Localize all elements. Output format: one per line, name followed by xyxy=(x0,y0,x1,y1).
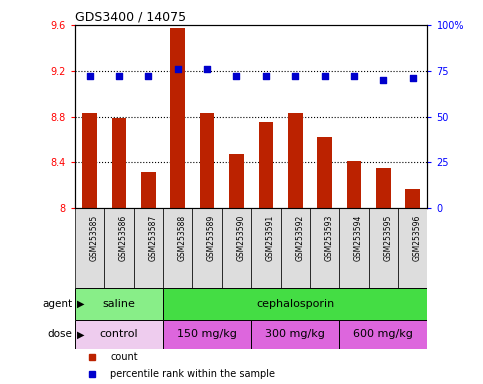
Text: ▶: ▶ xyxy=(77,329,85,339)
Bar xyxy=(288,113,302,208)
Text: ▶: ▶ xyxy=(77,299,85,309)
Text: GSM253591: GSM253591 xyxy=(266,215,275,261)
Bar xyxy=(112,118,126,208)
Text: GSM253590: GSM253590 xyxy=(237,215,245,261)
Point xyxy=(115,73,123,79)
Text: GSM253592: GSM253592 xyxy=(295,215,304,261)
Bar xyxy=(222,208,251,288)
Bar xyxy=(75,208,104,288)
Text: percentile rank within the sample: percentile rank within the sample xyxy=(110,369,275,379)
Text: 600 mg/kg: 600 mg/kg xyxy=(354,329,413,339)
Text: saline: saline xyxy=(102,299,135,309)
Bar xyxy=(339,208,369,288)
Bar xyxy=(75,320,163,349)
Bar xyxy=(200,113,214,208)
Point xyxy=(85,73,93,79)
Text: dose: dose xyxy=(47,329,72,339)
Bar xyxy=(281,208,310,288)
Bar xyxy=(251,208,281,288)
Point xyxy=(174,66,182,72)
Point xyxy=(203,66,211,72)
Text: 300 mg/kg: 300 mg/kg xyxy=(265,329,325,339)
Bar xyxy=(75,288,163,320)
Text: agent: agent xyxy=(43,299,72,309)
Point xyxy=(321,73,328,79)
Text: count: count xyxy=(110,351,138,361)
Bar xyxy=(163,208,192,288)
Point xyxy=(291,73,299,79)
Bar xyxy=(229,154,244,208)
Text: GSM253585: GSM253585 xyxy=(89,215,99,261)
Bar xyxy=(339,320,427,349)
Bar xyxy=(258,122,273,208)
Text: GSM253589: GSM253589 xyxy=(207,215,216,261)
Bar xyxy=(398,208,427,288)
Point xyxy=(144,73,152,79)
Point xyxy=(409,75,417,81)
Text: GSM253586: GSM253586 xyxy=(119,215,128,261)
Text: GSM253594: GSM253594 xyxy=(354,215,363,261)
Text: GSM253587: GSM253587 xyxy=(148,215,157,261)
Text: GDS3400 / 14075: GDS3400 / 14075 xyxy=(75,11,186,24)
Text: GSM253593: GSM253593 xyxy=(325,215,334,261)
Bar xyxy=(104,208,134,288)
Bar xyxy=(369,208,398,288)
Bar xyxy=(347,161,361,208)
Point xyxy=(233,73,241,79)
Bar xyxy=(310,208,339,288)
Bar xyxy=(82,113,97,208)
Bar xyxy=(163,320,251,349)
Bar xyxy=(163,288,427,320)
Text: GSM253595: GSM253595 xyxy=(384,215,392,261)
Bar xyxy=(192,208,222,288)
Bar xyxy=(376,168,391,208)
Bar xyxy=(141,172,156,208)
Bar xyxy=(317,137,332,208)
Bar xyxy=(134,208,163,288)
Text: GSM253588: GSM253588 xyxy=(178,215,187,261)
Text: GSM253596: GSM253596 xyxy=(413,215,422,261)
Text: cephalosporin: cephalosporin xyxy=(256,299,334,309)
Point xyxy=(350,73,358,79)
Text: 150 mg/kg: 150 mg/kg xyxy=(177,329,237,339)
Bar xyxy=(251,320,339,349)
Bar xyxy=(170,28,185,208)
Point xyxy=(262,73,270,79)
Point xyxy=(380,77,387,83)
Bar xyxy=(405,189,420,208)
Text: control: control xyxy=(99,329,138,339)
